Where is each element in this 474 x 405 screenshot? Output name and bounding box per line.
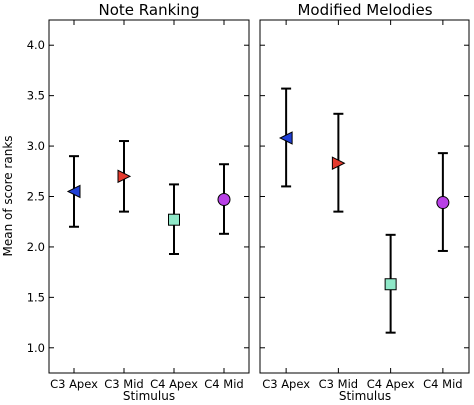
marker-circle: [217, 193, 231, 207]
data-marks: [66, 140, 231, 255]
y-ticks: 1.0 1.5 2.0 2.5 3.0 3.5 4.0: [27, 38, 249, 355]
panel-modified-melodies: Modified Melodies Stimulus C3 Apex C3 Mid…: [259, 1, 470, 403]
marker-triangle-left: [279, 131, 293, 145]
y-ticks: [260, 44, 469, 349]
x-tick-label: C4 Apex: [367, 377, 415, 391]
y-tick-label: 3.0: [27, 139, 45, 153]
y-tick-label: 2.0: [27, 240, 45, 254]
panel-note-ranking: Note Ranking Stimulus Mean of score rank…: [1, 1, 250, 403]
x-tick-label: C4 Apex: [150, 377, 198, 391]
marker-triangle-right: [117, 169, 132, 184]
x-tick-label: C3 Apex: [50, 377, 98, 391]
x-tick-label: C4 Mid: [423, 377, 462, 391]
y-tick-label: 4.0: [27, 38, 45, 52]
panel-title: Note Ranking: [99, 1, 200, 19]
marker-triangle-left: [66, 184, 81, 199]
x-tick-label: C3 Mid: [104, 377, 143, 391]
panel-title: Modified Melodies: [297, 1, 432, 19]
x-ticks: C3 Apex C3 Mid C4 Apex C4 Mid: [50, 20, 244, 391]
marker-triangle-right: [331, 156, 346, 171]
marker-square: [384, 278, 397, 291]
y-axis-label: Mean of score ranks: [1, 135, 15, 256]
x-ticks: C3 Apex C3 Mid C4 Apex C4 Mid: [262, 20, 463, 391]
y-tick-label: 3.5: [27, 89, 45, 103]
y-tick-label: 2.5: [27, 190, 45, 204]
y-tick-label: 1.5: [27, 290, 45, 304]
marker-circle: [436, 196, 450, 210]
x-tick-label: C4 Mid: [204, 377, 243, 391]
x-tick-label: C3 Apex: [262, 377, 310, 391]
x-axis-label: Stimulus: [339, 389, 391, 403]
y-tick-label: 1.0: [27, 341, 45, 355]
x-axis-label: Stimulus: [123, 389, 175, 403]
x-tick-label: C3 Mid: [319, 377, 358, 391]
data-marks: [279, 87, 450, 334]
marker-square: [168, 213, 180, 226]
